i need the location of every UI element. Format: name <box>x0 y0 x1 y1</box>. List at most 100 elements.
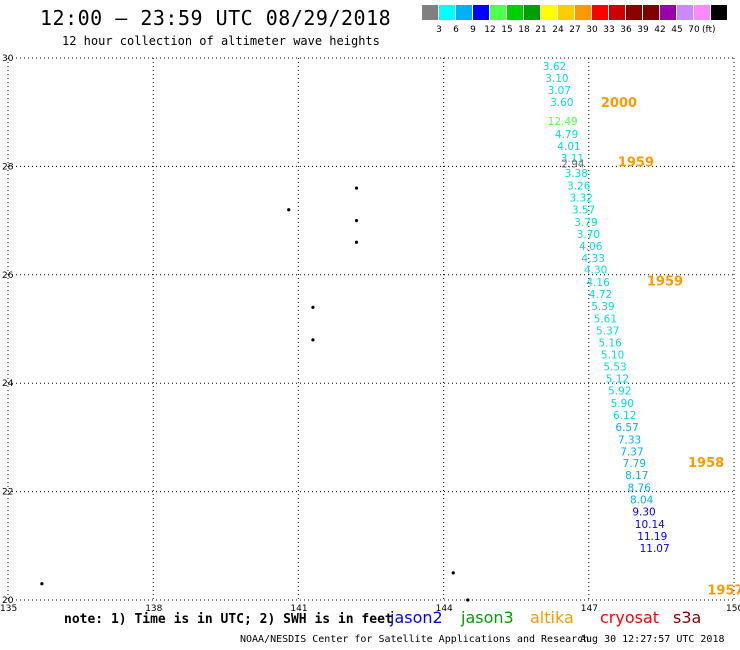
island <box>451 571 455 575</box>
lat-label: 26 <box>2 271 14 281</box>
wave-height-label: 3.60 <box>550 97 573 109</box>
lat-label: 30 <box>2 54 14 64</box>
time-label: 1959 <box>618 155 654 170</box>
wave-height-label: 11.07 <box>640 543 670 555</box>
wave-height-label: 9.30 <box>632 506 655 518</box>
legend-label: 21 <box>535 25 547 35</box>
wave-height-label: 3.07 <box>548 85 571 97</box>
satellite-jason2: jason2 <box>390 608 443 627</box>
wave-height-label: 3.32 <box>569 193 592 205</box>
wave-height-label: 3.79 <box>574 217 597 229</box>
legend-swatch <box>558 5 574 20</box>
wave-height-label: 4.72 <box>589 289 612 301</box>
island <box>287 208 291 212</box>
wave-height-label: 4.33 <box>582 253 605 265</box>
legend-swatch <box>490 5 506 20</box>
legend-label: 70 <box>688 25 700 35</box>
lat-label: 20 <box>2 596 14 606</box>
lon-label: 141 <box>290 604 307 614</box>
island <box>354 186 359 190</box>
wave-height-label: 5.53 <box>603 362 626 374</box>
wave-height-label: 7.33 <box>618 434 641 446</box>
wave-height-label: 5.16 <box>598 337 622 349</box>
generation-timestamp: Aug 30 12:27:57 UTC 2018 <box>580 634 725 645</box>
legend-swatch <box>592 5 608 20</box>
legend-swatch <box>575 5 591 20</box>
wave-height-label: 12.49 <box>548 116 578 128</box>
legend-swatch <box>643 5 659 20</box>
island <box>466 598 470 602</box>
legend-swatch <box>507 5 523 20</box>
wave-height-label: 5.10 <box>601 349 624 361</box>
satellite-cryosat: cryosat <box>600 608 660 627</box>
wave-height-label: 3.70 <box>577 229 600 241</box>
wave-height-label: 3.10 <box>545 73 568 85</box>
legend-swatch <box>609 5 625 20</box>
legend-label: 6 <box>453 25 459 35</box>
legend-label: 9 <box>470 25 476 35</box>
legend-label: 42 <box>654 25 666 35</box>
wave-height-label: 3.38 <box>565 168 588 180</box>
legend-swatch <box>694 5 710 20</box>
wave-height-label: 3.62 <box>543 61 566 73</box>
lon-label: 147 <box>581 604 598 614</box>
time-label: 1957 <box>707 584 740 599</box>
wave-height-label: 2.94 <box>561 158 585 170</box>
lon-label: 135 <box>0 604 17 614</box>
wave-height-label: 7.37 <box>620 446 643 458</box>
lon-label: 144 <box>436 604 453 614</box>
map-title: 12:00 – 23:59 UTC 08/29/2018 <box>40 6 392 30</box>
legend-swatch <box>473 5 489 20</box>
legend-swatch <box>711 5 727 20</box>
legend-swatch <box>541 5 557 20</box>
lat-label: 28 <box>2 162 14 172</box>
legend-label: 33 <box>603 25 615 35</box>
satellite-s3a: s3a <box>673 608 702 627</box>
legend-unit: (ft) <box>702 25 716 35</box>
time-label: 2000 <box>601 96 637 111</box>
island <box>311 338 315 342</box>
satellite-altika: altika <box>530 608 574 627</box>
legend-label: 27 <box>569 25 581 35</box>
time-label: 1959 <box>647 275 683 290</box>
island <box>311 305 315 309</box>
wave-height-label: 11.19 <box>637 531 667 543</box>
wave-height-label: 5.61 <box>594 313 617 325</box>
legend-label: 30 <box>586 25 598 35</box>
wave-height-label: 5.39 <box>591 301 614 313</box>
wave-height-label: 7.79 <box>623 458 646 470</box>
wave-height-label: 5.12 <box>606 374 629 386</box>
wave-height-label: 5.37 <box>596 325 619 337</box>
legend-swatch <box>524 5 540 20</box>
wave-height-label: 3.57 <box>572 205 595 217</box>
credit-text: NOAA/NESDIS Center for Satellite Applica… <box>240 634 590 645</box>
lat-label: 22 <box>2 488 13 498</box>
legend-label: 39 <box>637 25 649 35</box>
wave-height-label: 3.26 <box>567 181 591 193</box>
island <box>354 219 359 223</box>
legend-swatch <box>626 5 642 20</box>
wave-height-label: 5.90 <box>611 398 634 410</box>
legend-label: 45 <box>671 25 683 35</box>
wave-height-label: 4.16 <box>586 277 610 289</box>
legend-label: 3 <box>436 25 442 35</box>
legend-swatch <box>422 5 438 20</box>
wave-height-label: 4.06 <box>579 241 603 253</box>
wave-height-label: 6.12 <box>613 410 636 422</box>
legend-swatch <box>660 5 676 20</box>
time-label: 1958 <box>688 456 724 471</box>
wave-height-label: 6.57 <box>615 422 638 434</box>
legend-swatch <box>677 5 693 20</box>
wave-height-label: 10.14 <box>635 519 665 531</box>
wave-height-label: 8.17 <box>625 470 648 482</box>
footer-note: note: 1) Time is in UTC; 2) SWH is in fe… <box>64 612 393 627</box>
legend-label: 24 <box>552 25 564 35</box>
legend-label: 12 <box>484 25 496 35</box>
map-subtitle: 12 hour collection of altimeter wave hei… <box>62 34 380 48</box>
island <box>354 240 359 244</box>
island <box>40 582 44 586</box>
legend-swatch <box>456 5 472 20</box>
wave-height-label: 8.04 <box>630 495 654 507</box>
